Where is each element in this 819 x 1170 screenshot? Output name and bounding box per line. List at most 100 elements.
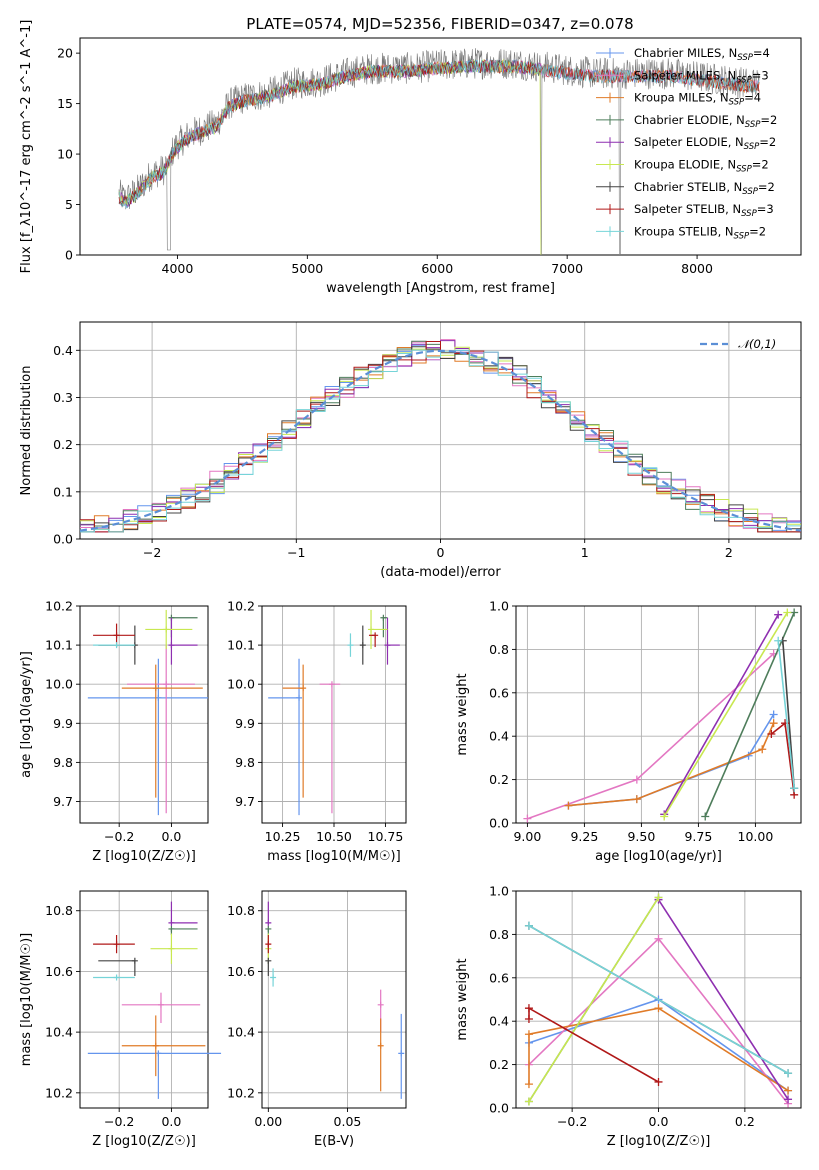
weight_vs_age-ytick-label: 0.2 xyxy=(489,772,509,787)
weight-point xyxy=(524,1080,533,1089)
residuals-xtick-label: −1 xyxy=(287,545,305,560)
weight-series-line xyxy=(528,925,789,1074)
weight-point xyxy=(774,636,783,645)
data-point xyxy=(270,974,277,981)
mass_vs_ebv-ytick-label: 10.4 xyxy=(227,1025,255,1040)
data-point xyxy=(155,694,162,701)
residual-histogram-series xyxy=(80,349,801,533)
residuals-ytick-label: 0.3 xyxy=(53,390,73,405)
data-point xyxy=(265,919,272,926)
age_vs_Z-ytick-label: 10.0 xyxy=(45,677,73,692)
weight-point xyxy=(654,1077,663,1086)
spectrum-ylabel: Flux [f_λ10^-17 erg cm^-2 s^-1 A^-1] xyxy=(19,20,34,274)
weight-point xyxy=(654,1004,663,1013)
legend-entry: Salpeter STELIB, NSSP=3 xyxy=(634,202,774,219)
weight_vs_Z-ylabel: mass weight xyxy=(455,958,470,1040)
weight-point xyxy=(784,1086,793,1095)
weight-point xyxy=(769,710,778,719)
spectrum-xtick-label: 4000 xyxy=(162,261,194,276)
weight-series-line xyxy=(528,897,660,1102)
legend-entry: Kroupa STELIB, NSSP=2 xyxy=(634,224,766,241)
spectrum-xtick-label: 8000 xyxy=(681,261,713,276)
mass_vs_ebv-xtick-label: 0.05 xyxy=(334,1114,362,1129)
legend-entry: Chabrier STELIB, NSSP=2 xyxy=(634,180,775,197)
age_vs_mass-points xyxy=(268,609,400,816)
mass_vs_ebv-frame xyxy=(261,890,407,1109)
weight_vs_Z-ytick-label: 0.2 xyxy=(489,1057,509,1072)
mass_vs_Z-xtick-label: 0.0 xyxy=(161,1114,181,1129)
residuals-ylabel: Normed distribution xyxy=(19,366,34,496)
age_vs_Z-axes: −0.2 0.0 9.7 9.8 9.9 10.0 10.1 10.2 Z [log10(Z/Z… xyxy=(19,599,209,864)
spectrum-ytick-label: 15 xyxy=(57,96,73,111)
weight-point xyxy=(654,934,663,943)
data-point xyxy=(296,694,303,701)
weight-series-line xyxy=(657,899,789,1100)
weight_vs_age-ytick-label: 1.0 xyxy=(489,599,509,614)
mass_vs_Z-ytick-label: 10.8 xyxy=(45,903,73,918)
weight-series-line xyxy=(568,714,775,807)
weight_vs_Z-ytick-label: 0.4 xyxy=(489,1014,509,1029)
residuals-ytick-label: 0.2 xyxy=(53,437,73,452)
weight-series-line xyxy=(663,612,788,817)
spectrum-lines xyxy=(118,48,760,255)
age_vs_Z-ytick-label: 10.1 xyxy=(45,638,73,653)
legend-entry: Salpeter ELODIE, NSSP=2 xyxy=(634,135,776,152)
weight_vs_age-xtick-label: 10.00 xyxy=(738,829,774,844)
mass_vs_Z-xtick-label: −0.2 xyxy=(104,1114,134,1129)
weight_vs_age-xtick-label: 9.00 xyxy=(513,829,541,844)
legend-entry: Kroupa ELODIE, NSSP=2 xyxy=(634,158,769,175)
weight-point xyxy=(769,719,778,728)
data-point xyxy=(377,1001,384,1008)
mass_vs_Z-axes: −0.2 0.0 10.2 10.4 10.6 10.8 Z [log10(Z/Z☉)] ma… xyxy=(19,890,209,1149)
mass_vs_ebv-xlabel: E(B-V) xyxy=(314,1134,354,1149)
weight-point xyxy=(783,608,792,617)
data-point xyxy=(113,974,120,981)
age_vs_Z-xtick-label: 0.0 xyxy=(161,829,181,844)
residuals-xtick-label: 1 xyxy=(581,545,589,560)
data-point xyxy=(377,1042,384,1049)
data-point xyxy=(113,941,120,948)
weight_vs_Z-lines xyxy=(524,893,793,1108)
weight-point xyxy=(524,1097,533,1106)
data-point xyxy=(131,957,138,964)
mass_vs_Z-xlabel: Z [log10(Z/Z☉)] xyxy=(92,1134,196,1149)
data-point xyxy=(168,925,175,932)
age_vs_mass-axes: 10.25 10.50 10.75 9.7 9.8 9.9 10.0 10.1 10.2 mass… xyxy=(227,599,407,864)
mass_vs_ebv-points xyxy=(265,901,405,1099)
data-point xyxy=(152,685,159,692)
spectrum-legend: Chabrier MILES, NSSP=4 Salpeter MILES, NS… xyxy=(596,46,777,241)
spectrum-xtick-label: 7000 xyxy=(551,261,583,276)
spectrum-xtick-label: 6000 xyxy=(421,261,453,276)
weight_vs_age-frame xyxy=(515,605,802,824)
weight-series-line xyxy=(568,722,775,807)
weight-point xyxy=(758,745,767,754)
residuals-xtick-label: 2 xyxy=(725,545,733,560)
weight_vs_age-ylabel: mass weight xyxy=(455,673,470,755)
weight_vs_Z-ytick-label: 0.8 xyxy=(489,927,509,942)
legend-entry: Kroupa MILES, NSSP=4 xyxy=(634,91,761,108)
age_vs_mass-xlabel: mass [log10(M/M☉)] xyxy=(267,849,400,864)
weight_vs_age-xlabel: age [log10(age/yr)] xyxy=(595,849,722,864)
spectrum-xlabel: wavelength [Angstrom, rest frame] xyxy=(326,281,555,296)
weight-point xyxy=(524,1030,533,1039)
weight-point xyxy=(632,795,641,804)
residuals-xlabel: (data-model)/error xyxy=(380,565,501,580)
legend-entry: Salpeter MILES, NSSP=3 xyxy=(634,68,769,85)
data-point xyxy=(155,1050,162,1057)
weight_vs_Z-xtick-label: 0.2 xyxy=(735,1114,755,1129)
age_vs_mass-ytick-label: 10.1 xyxy=(227,638,255,653)
age_vs_mass-ytick-label: 9.8 xyxy=(235,755,255,770)
weight_vs_age-ytick-label: 0.0 xyxy=(489,816,509,831)
spectrum-axes: 4000 5000 6000 7000 8000 0 5 10 15 20 wavelength [… xyxy=(19,20,802,296)
legend-entry: Chabrier MILES, NSSP=4 xyxy=(634,46,770,63)
weight_vs_Z-axes: −0.2 0.0 0.2 0.0 0.2 0.4 0.6 0.8 1.0 Z [log10(Z/Z… xyxy=(455,884,802,1149)
weight_vs_age-lines xyxy=(523,608,799,823)
weight_vs_Z-xtick-label: −0.2 xyxy=(557,1114,587,1129)
residuals-xtick-label: 0 xyxy=(437,545,445,560)
mass_vs_Z-ytick-label: 10.6 xyxy=(45,964,73,979)
weight_vs_age-ytick-label: 0.4 xyxy=(489,729,509,744)
weight-point xyxy=(790,784,799,793)
mass_vs_Z-frame xyxy=(79,890,209,1109)
data-point xyxy=(157,1001,164,1008)
figure-title: PLATE=0574, MJD=52356, FIBERID=0347, z=0… xyxy=(246,15,633,33)
